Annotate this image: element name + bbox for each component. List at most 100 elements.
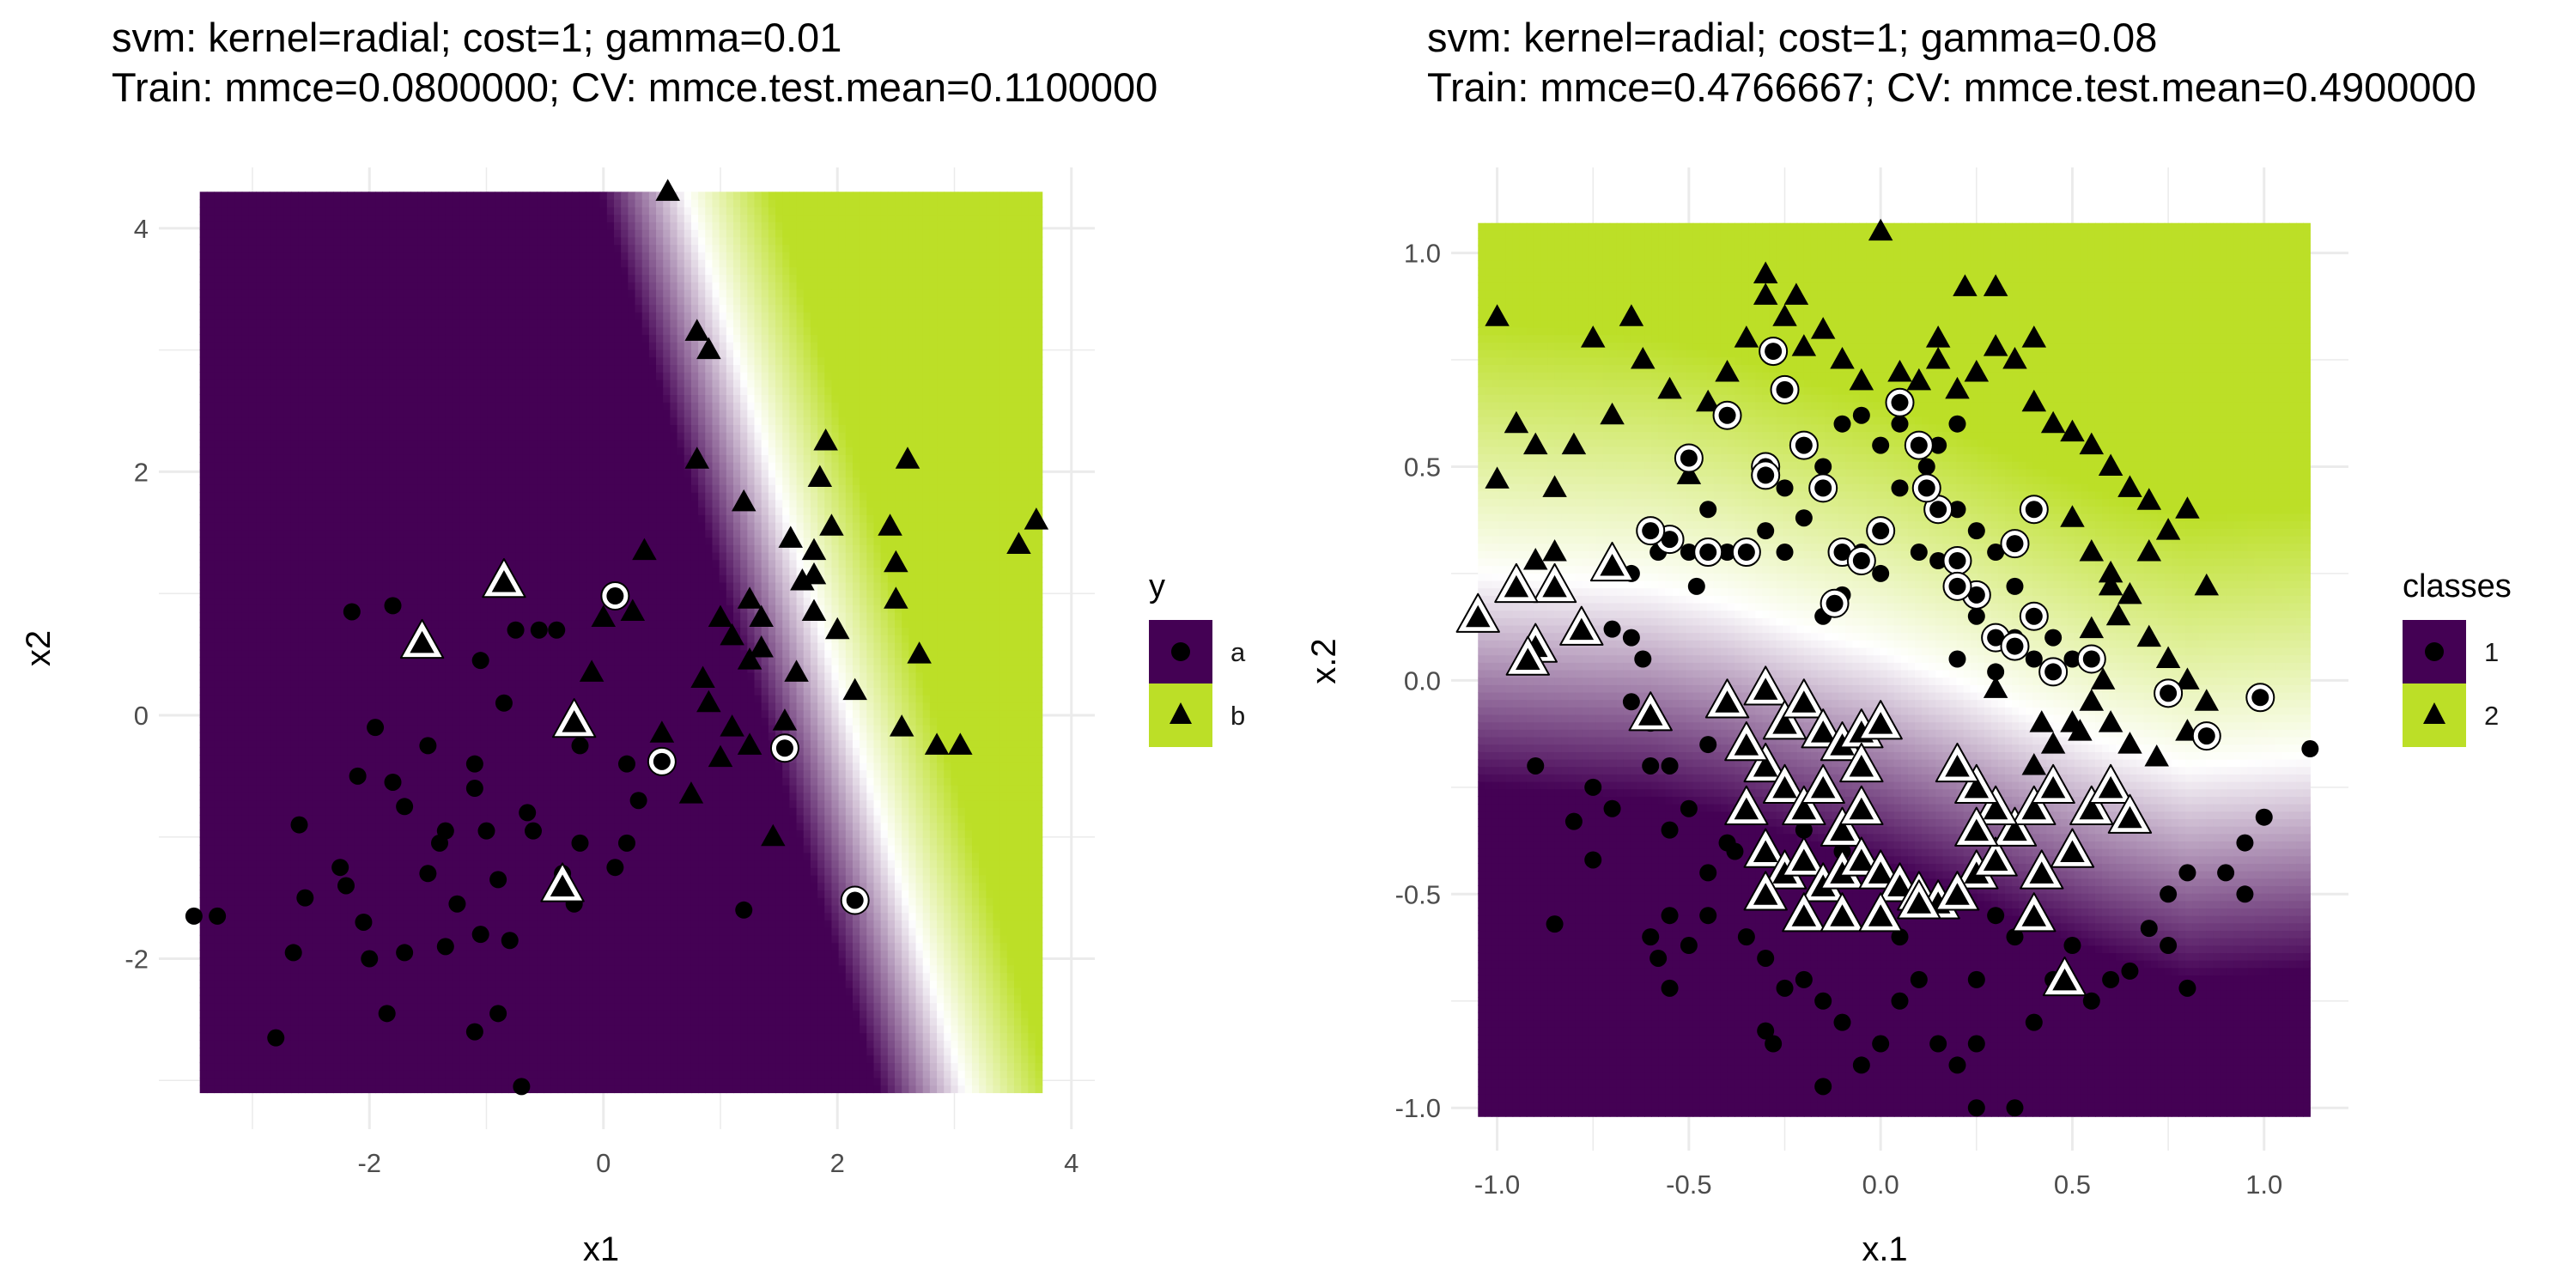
surface-cell xyxy=(404,538,411,545)
surface-cell xyxy=(397,1010,404,1018)
surface-cell xyxy=(333,1085,341,1093)
surface-cell xyxy=(453,207,460,215)
surface-cell xyxy=(459,440,467,447)
surface-cell xyxy=(207,544,215,552)
surface-cell xyxy=(249,552,257,560)
surface-cell xyxy=(446,1010,453,1018)
surface-cell xyxy=(214,957,222,965)
surface-cell xyxy=(466,807,474,815)
surface-cell xyxy=(207,620,215,628)
surface-cell xyxy=(446,1025,453,1033)
surface-cell xyxy=(200,867,208,875)
surface-cell xyxy=(298,965,306,973)
surface-cell xyxy=(277,627,285,635)
surface-cell xyxy=(221,605,228,612)
surface-cell xyxy=(228,815,235,823)
surface-cell xyxy=(221,710,228,718)
surface-cell xyxy=(284,327,292,335)
surface-cell xyxy=(270,590,277,598)
surface-cell xyxy=(417,1010,425,1018)
surface-cell xyxy=(361,237,369,245)
surface-cell xyxy=(291,372,299,380)
surface-cell xyxy=(326,980,334,987)
surface-cell xyxy=(256,334,264,342)
surface-cell xyxy=(340,191,348,199)
surface-cell xyxy=(417,440,425,447)
surface-cell xyxy=(284,544,292,552)
surface-cell xyxy=(466,567,474,574)
surface-cell xyxy=(298,297,306,305)
surface-cell xyxy=(270,567,277,574)
surface-cell xyxy=(319,199,327,207)
surface-cell xyxy=(305,477,313,485)
surface-cell xyxy=(453,507,460,515)
surface-cell xyxy=(488,793,495,800)
surface-cell xyxy=(284,410,292,417)
surface-cell xyxy=(221,965,228,973)
surface-cell xyxy=(459,642,467,650)
surface-cell xyxy=(474,432,482,440)
surface-cell xyxy=(347,680,355,688)
surface-cell xyxy=(298,484,306,492)
surface-cell xyxy=(249,973,257,981)
surface-cell xyxy=(263,432,270,440)
surface-cell xyxy=(410,1062,418,1070)
surface-cell xyxy=(459,259,467,267)
surface-cell xyxy=(466,860,474,867)
surface-cell xyxy=(298,927,306,935)
surface-cell xyxy=(368,642,376,650)
surface-cell xyxy=(333,965,341,973)
surface-cell xyxy=(459,867,467,875)
surface-cell xyxy=(459,913,467,920)
surface-cell xyxy=(298,432,306,440)
surface-cell xyxy=(319,267,327,275)
surface-cell xyxy=(404,364,411,372)
surface-cell xyxy=(424,695,432,702)
surface-cell xyxy=(361,1055,369,1063)
surface-cell xyxy=(319,717,327,725)
surface-cell xyxy=(439,191,447,199)
surface-cell xyxy=(256,680,264,688)
surface-cell xyxy=(305,1010,313,1018)
surface-cell xyxy=(453,762,460,770)
surface-cell xyxy=(207,965,215,973)
surface-cell xyxy=(326,829,334,837)
surface-cell xyxy=(270,544,277,552)
surface-cell xyxy=(207,207,215,215)
surface-cell xyxy=(270,605,277,612)
surface-cell xyxy=(291,582,299,590)
surface-cell xyxy=(319,687,327,695)
surface-cell xyxy=(453,747,460,755)
surface-cell xyxy=(214,823,222,830)
surface-cell xyxy=(242,620,250,628)
surface-cell xyxy=(439,875,447,883)
surface-cell xyxy=(453,334,460,342)
surface-cell xyxy=(355,522,362,530)
surface-cell xyxy=(404,762,411,770)
surface-cell xyxy=(277,402,285,410)
surface-cell xyxy=(200,897,208,905)
surface-cell xyxy=(355,695,362,702)
surface-cell xyxy=(298,327,306,335)
surface-cell xyxy=(284,275,292,283)
surface-cell xyxy=(397,845,404,853)
surface-cell xyxy=(228,229,235,237)
surface-cell xyxy=(200,732,208,740)
surface-cell xyxy=(305,927,313,935)
surface-cell xyxy=(207,462,215,470)
surface-cell xyxy=(340,672,348,680)
surface-cell xyxy=(397,1070,404,1078)
surface-cell xyxy=(242,1025,250,1033)
surface-cell xyxy=(284,500,292,507)
surface-cell xyxy=(319,372,327,380)
surface-cell xyxy=(326,717,334,725)
surface-cell xyxy=(207,853,215,860)
surface-cell xyxy=(235,680,243,688)
surface-cell xyxy=(242,740,250,748)
surface-cell xyxy=(404,1070,411,1078)
surface-cell xyxy=(347,793,355,800)
surface-cell xyxy=(474,605,482,612)
surface-cell xyxy=(368,207,376,215)
surface-cell xyxy=(291,484,299,492)
surface-cell xyxy=(382,492,390,500)
